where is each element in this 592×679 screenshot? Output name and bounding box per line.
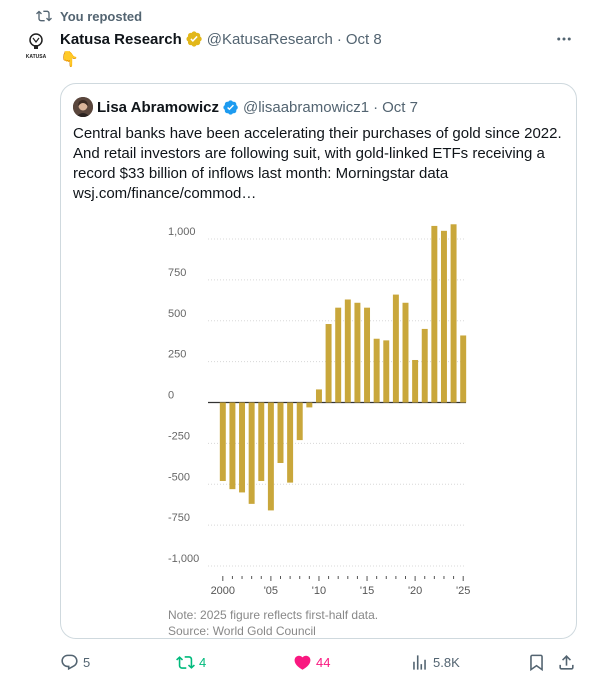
- katusa-logo-icon: KATUSA: [26, 33, 47, 60]
- x-tick-label: '25: [456, 585, 470, 597]
- quote-date[interactable]: Oct 7: [382, 98, 418, 116]
- reply-button[interactable]: 5: [60, 652, 90, 672]
- repost-indicator: You reposted: [36, 8, 142, 24]
- bar-2019: [402, 302, 409, 403]
- tweet-date[interactable]: Oct 8: [345, 30, 382, 48]
- bar-2000: [219, 402, 226, 481]
- bar-2018: [392, 294, 399, 403]
- bar-2021: [421, 328, 428, 403]
- reply-count: 5: [83, 654, 91, 670]
- y-tick-label: 750: [168, 267, 186, 279]
- bar-2007: [287, 402, 294, 483]
- bar-2011: [325, 324, 332, 403]
- bar-2022: [431, 225, 438, 403]
- gold-flows-chart: 1,000 750 500 250 0 -250 -500 -750 -1,000 2000 '05…: [166, 224, 476, 634]
- bar-2009: [306, 402, 313, 408]
- x-tick-label: '05: [264, 585, 278, 597]
- quote-author-name[interactable]: Lisa Abramowicz: [97, 98, 219, 116]
- quote-header: Lisa Abramowicz @lisaabramowicz1 · Oct 7: [73, 97, 418, 117]
- logo-text: KATUSA: [26, 54, 47, 60]
- bar-2013: [344, 299, 351, 403]
- author-handle[interactable]: @KatusaResearch: [206, 30, 333, 48]
- bar-2003: [248, 402, 255, 504]
- bar-2008: [296, 402, 303, 441]
- y-tick-label: -1,000: [168, 553, 199, 565]
- like-button[interactable]: 44: [293, 652, 330, 672]
- bar-2014: [354, 302, 361, 403]
- views-icon: [413, 654, 426, 670]
- repost-count: 4: [199, 654, 207, 670]
- tweet-header: Katusa Research @KatusaResearch · Oct 8: [60, 29, 576, 49]
- y-tick-label: 500: [168, 308, 186, 320]
- y-tick-label: 0: [168, 390, 174, 402]
- share-icon: [559, 654, 574, 670]
- portrait-icon: [73, 97, 93, 117]
- avatar[interactable]: KATUSA: [16, 30, 56, 70]
- x-tick-label: 2000: [211, 585, 235, 597]
- tweet-body: 👇: [60, 51, 79, 68]
- more-options-button[interactable]: [554, 30, 574, 48]
- verified-blue-icon: [223, 99, 238, 115]
- repost-icon: [36, 10, 52, 22]
- meta-separator: ·: [336, 30, 342, 48]
- chart-svg: 1,000 750 500 250 0 -250 -500 -750 -1,000 2000 '05…: [168, 224, 470, 597]
- bar-2023: [440, 230, 447, 403]
- bar-2012: [335, 307, 342, 403]
- action-bar: 5 4 44 5.8K: [60, 652, 577, 672]
- bar-2024: [450, 224, 457, 403]
- bar-2020: [412, 359, 419, 403]
- bar-2017: [383, 340, 390, 403]
- bar-2002: [239, 402, 246, 493]
- quote-meta-separator: ·: [373, 98, 379, 116]
- reply-icon: [61, 654, 78, 670]
- repost-label: You reposted: [60, 8, 143, 24]
- quoted-tweet[interactable]: Lisa Abramowicz @lisaabramowicz1 · Oct 7…: [60, 83, 577, 639]
- bookmark-button[interactable]: [527, 652, 546, 672]
- bar-2005: [267, 402, 274, 511]
- y-tick-label: -500: [168, 471, 190, 483]
- x-tick-label: '20: [408, 585, 422, 597]
- chart-source: Source: World Gold Council: [168, 624, 316, 638]
- share-button[interactable]: [557, 652, 576, 672]
- y-tick-label: 1,000: [168, 226, 196, 238]
- bookmark-icon: [530, 654, 543, 671]
- bar-2016: [373, 338, 380, 403]
- views-count: 5.8K: [433, 654, 460, 670]
- y-tick-label: -750: [168, 512, 190, 524]
- x-tick-label: '15: [360, 585, 374, 597]
- author-name[interactable]: Katusa Research: [60, 30, 182, 48]
- chart-notes: Note: 2025 figure reflects first-half da…: [168, 607, 379, 638]
- bar-2010: [315, 389, 322, 403]
- quote-author-handle[interactable]: @lisaabramowicz1: [242, 98, 370, 116]
- chart-note: Note: 2025 figure reflects first-half da…: [168, 608, 379, 622]
- heart-icon: [294, 655, 311, 670]
- bar-2001: [229, 402, 236, 490]
- views-button[interactable]: 5.8K: [410, 652, 460, 672]
- quote-text: Central banks have been accelerating the…: [73, 125, 562, 202]
- y-tick-label: 250: [168, 349, 186, 361]
- verified-gold-icon: [186, 31, 202, 47]
- more-icon: [557, 37, 571, 41]
- repost-action-icon: [176, 655, 195, 669]
- x-tick-label: '10: [312, 585, 326, 597]
- bar-2025: [460, 335, 467, 403]
- like-count: 44: [316, 654, 331, 670]
- quote-avatar[interactable]: [73, 97, 93, 117]
- bar-2006: [277, 402, 284, 463]
- bar-2004: [258, 402, 265, 481]
- bar-2015: [364, 307, 371, 403]
- y-tick-label: -250: [168, 430, 190, 442]
- repost-button[interactable]: 4: [176, 652, 206, 672]
